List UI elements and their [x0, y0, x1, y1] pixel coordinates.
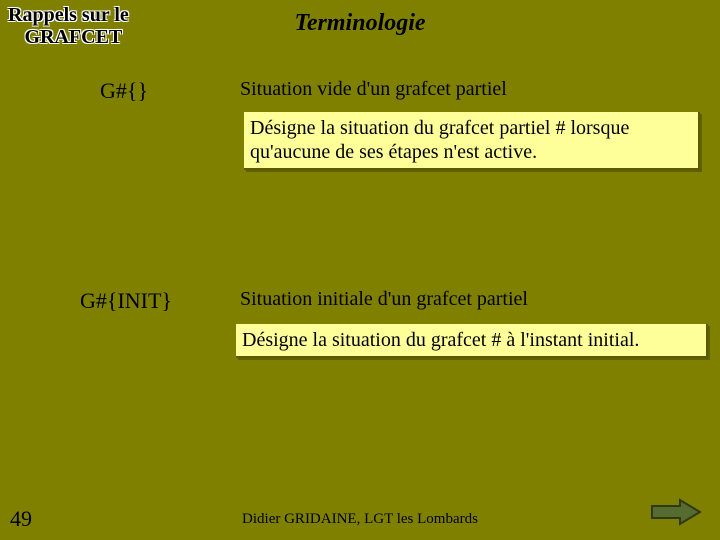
page-title: Terminologie [0, 10, 720, 37]
slide: Rappels sur le GRAFCET Terminologie G#{}… [0, 0, 720, 540]
next-arrow[interactable] [650, 498, 702, 526]
term-2: G#{INIT} [80, 288, 172, 314]
term-1: G#{} [100, 78, 148, 104]
arrow-right-icon [650, 498, 702, 526]
long-desc-2: Désigne la situation du grafcet # à l'in… [236, 324, 708, 358]
short-desc-1: Situation vide d'un grafcet partiel [240, 78, 507, 101]
long-desc-1: Désigne la situation du grafcet partiel … [244, 112, 700, 170]
short-desc-2: Situation initiale d'un grafcet partiel [240, 288, 528, 311]
footer-author: Didier GRIDAINE, LGT les Lombards [0, 511, 720, 528]
